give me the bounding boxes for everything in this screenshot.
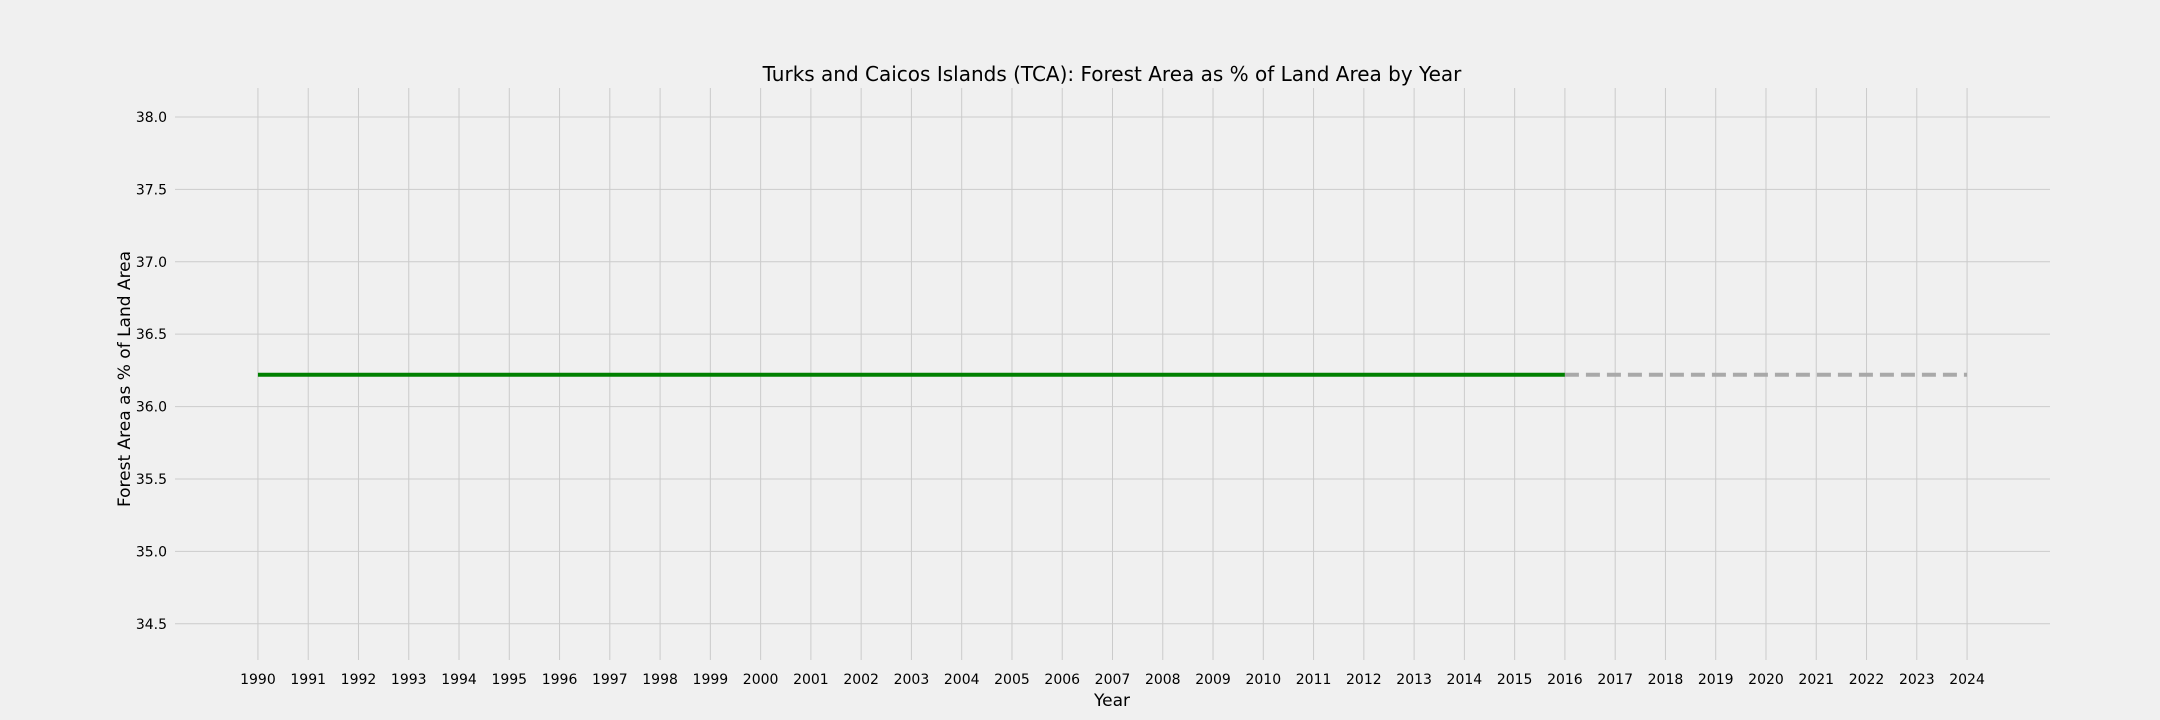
x-tick-label: 2015 <box>1497 672 1533 688</box>
x-tick-label: 2004 <box>944 672 980 688</box>
x-tick-label: 2005 <box>994 672 1030 688</box>
x-tick-label: 1996 <box>542 672 578 688</box>
x-tick-label: 1998 <box>642 672 678 688</box>
y-tick-label: 37.0 <box>136 255 167 271</box>
y-tick-label: 34.5 <box>136 617 167 633</box>
x-tick-label: 2020 <box>1748 672 1784 688</box>
x-tick-label: 2003 <box>894 672 930 688</box>
x-tick-label: 1992 <box>341 672 377 688</box>
x-tick-label: 2023 <box>1899 672 1935 688</box>
y-tick-label: 36.0 <box>136 400 167 416</box>
x-tick-label: 2024 <box>1949 672 1985 688</box>
x-tick-label: 2016 <box>1547 672 1583 688</box>
y-tick-label: 35.0 <box>136 544 167 560</box>
x-tick-label: 1993 <box>391 672 427 688</box>
y-axis-label: Forest Area as % of Land Area <box>115 251 135 507</box>
x-tick-label: 2002 <box>843 672 879 688</box>
x-tick-label: 1999 <box>693 672 729 688</box>
x-tick-label: 2008 <box>1145 672 1181 688</box>
chart-title: Turks and Caicos Islands (TCA): Forest A… <box>762 62 1463 86</box>
x-tick-label: 2018 <box>1648 672 1684 688</box>
x-tick-label: 2013 <box>1396 672 1432 688</box>
x-tick-label: 1990 <box>240 672 276 688</box>
x-tick-labels: 1990 1991 1992 1993 1994 1995 1996 1997 1998 1999… <box>240 672 1985 688</box>
y-tick-label: 35.5 <box>136 472 167 488</box>
x-tick-label: 1995 <box>491 672 527 688</box>
x-tick-label: 2006 <box>1044 672 1080 688</box>
y-tick-labels: 34.5 35.0 35.5 36.0 36.5 37.0 37.5 38.0 <box>136 110 167 633</box>
x-tick-label: 2011 <box>1296 672 1332 688</box>
x-tick-label: 2010 <box>1245 672 1281 688</box>
x-tick-label: 2001 <box>793 672 829 688</box>
y-tick-label: 37.5 <box>136 182 167 198</box>
x-axis-label: Year <box>1093 691 1130 711</box>
x-tick-label: 2022 <box>1849 672 1885 688</box>
x-tick-label: 2007 <box>1095 672 1131 688</box>
x-tick-label: 2009 <box>1195 672 1231 688</box>
x-tick-label: 2000 <box>743 672 779 688</box>
x-tick-label: 1994 <box>441 672 477 688</box>
x-tick-label: 2019 <box>1698 672 1734 688</box>
x-tick-label: 1991 <box>290 672 326 688</box>
x-tick-label: 1997 <box>592 672 628 688</box>
x-tick-label: 2012 <box>1346 672 1382 688</box>
x-tick-label: 2017 <box>1597 672 1633 688</box>
y-tick-label: 38.0 <box>136 110 167 126</box>
x-tick-label: 2014 <box>1447 672 1483 688</box>
x-tick-label: 2021 <box>1798 672 1834 688</box>
y-tick-label: 36.5 <box>136 327 167 343</box>
